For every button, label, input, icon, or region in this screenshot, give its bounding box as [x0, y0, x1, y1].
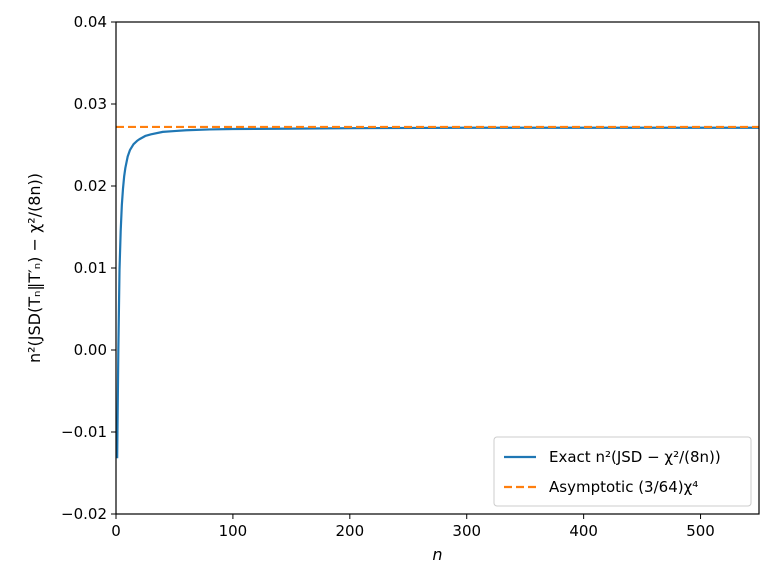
x-tick-label: 300 [452, 522, 481, 540]
y-tick-label: −0.01 [61, 423, 107, 441]
y-axis-ticks: −0.02 −0.01 0.00 0.01 0.02 0.03 0.04 [61, 13, 116, 523]
legend-box [493, 436, 752, 507]
y-tick-label: 0.04 [74, 13, 107, 31]
legend-label: Asymptotic (3/64)χ⁴ [549, 478, 698, 496]
x-tick-label: 200 [335, 522, 364, 540]
x-tick-label: 100 [219, 522, 248, 540]
legend: Exact n²(JSD − χ²/(8n)) Asymptotic (3/64)… [493, 436, 752, 507]
legend-label: Exact n²(JSD − χ²/(8n)) [549, 448, 721, 466]
x-tick-label: 500 [686, 522, 715, 540]
x-tick-label: 0 [111, 522, 121, 540]
series-line-exact [116, 126, 759, 459]
plot-lines [116, 125, 759, 459]
y-tick-label: 0.02 [74, 177, 107, 195]
x-tick-label: 400 [569, 522, 598, 540]
x-axis-label: n [432, 545, 442, 564]
y-tick-label: 0.03 [74, 95, 107, 113]
y-axis-label: n²(JSD(Tₙ‖T′ₙ) − χ²/(8n)) [25, 173, 44, 363]
y-tick-label: −0.02 [61, 505, 107, 523]
x-axis-ticks: 0 100 200 300 400 500 [111, 514, 715, 540]
y-tick-label: 0.01 [74, 259, 107, 277]
y-tick-label: 0.00 [74, 341, 107, 359]
